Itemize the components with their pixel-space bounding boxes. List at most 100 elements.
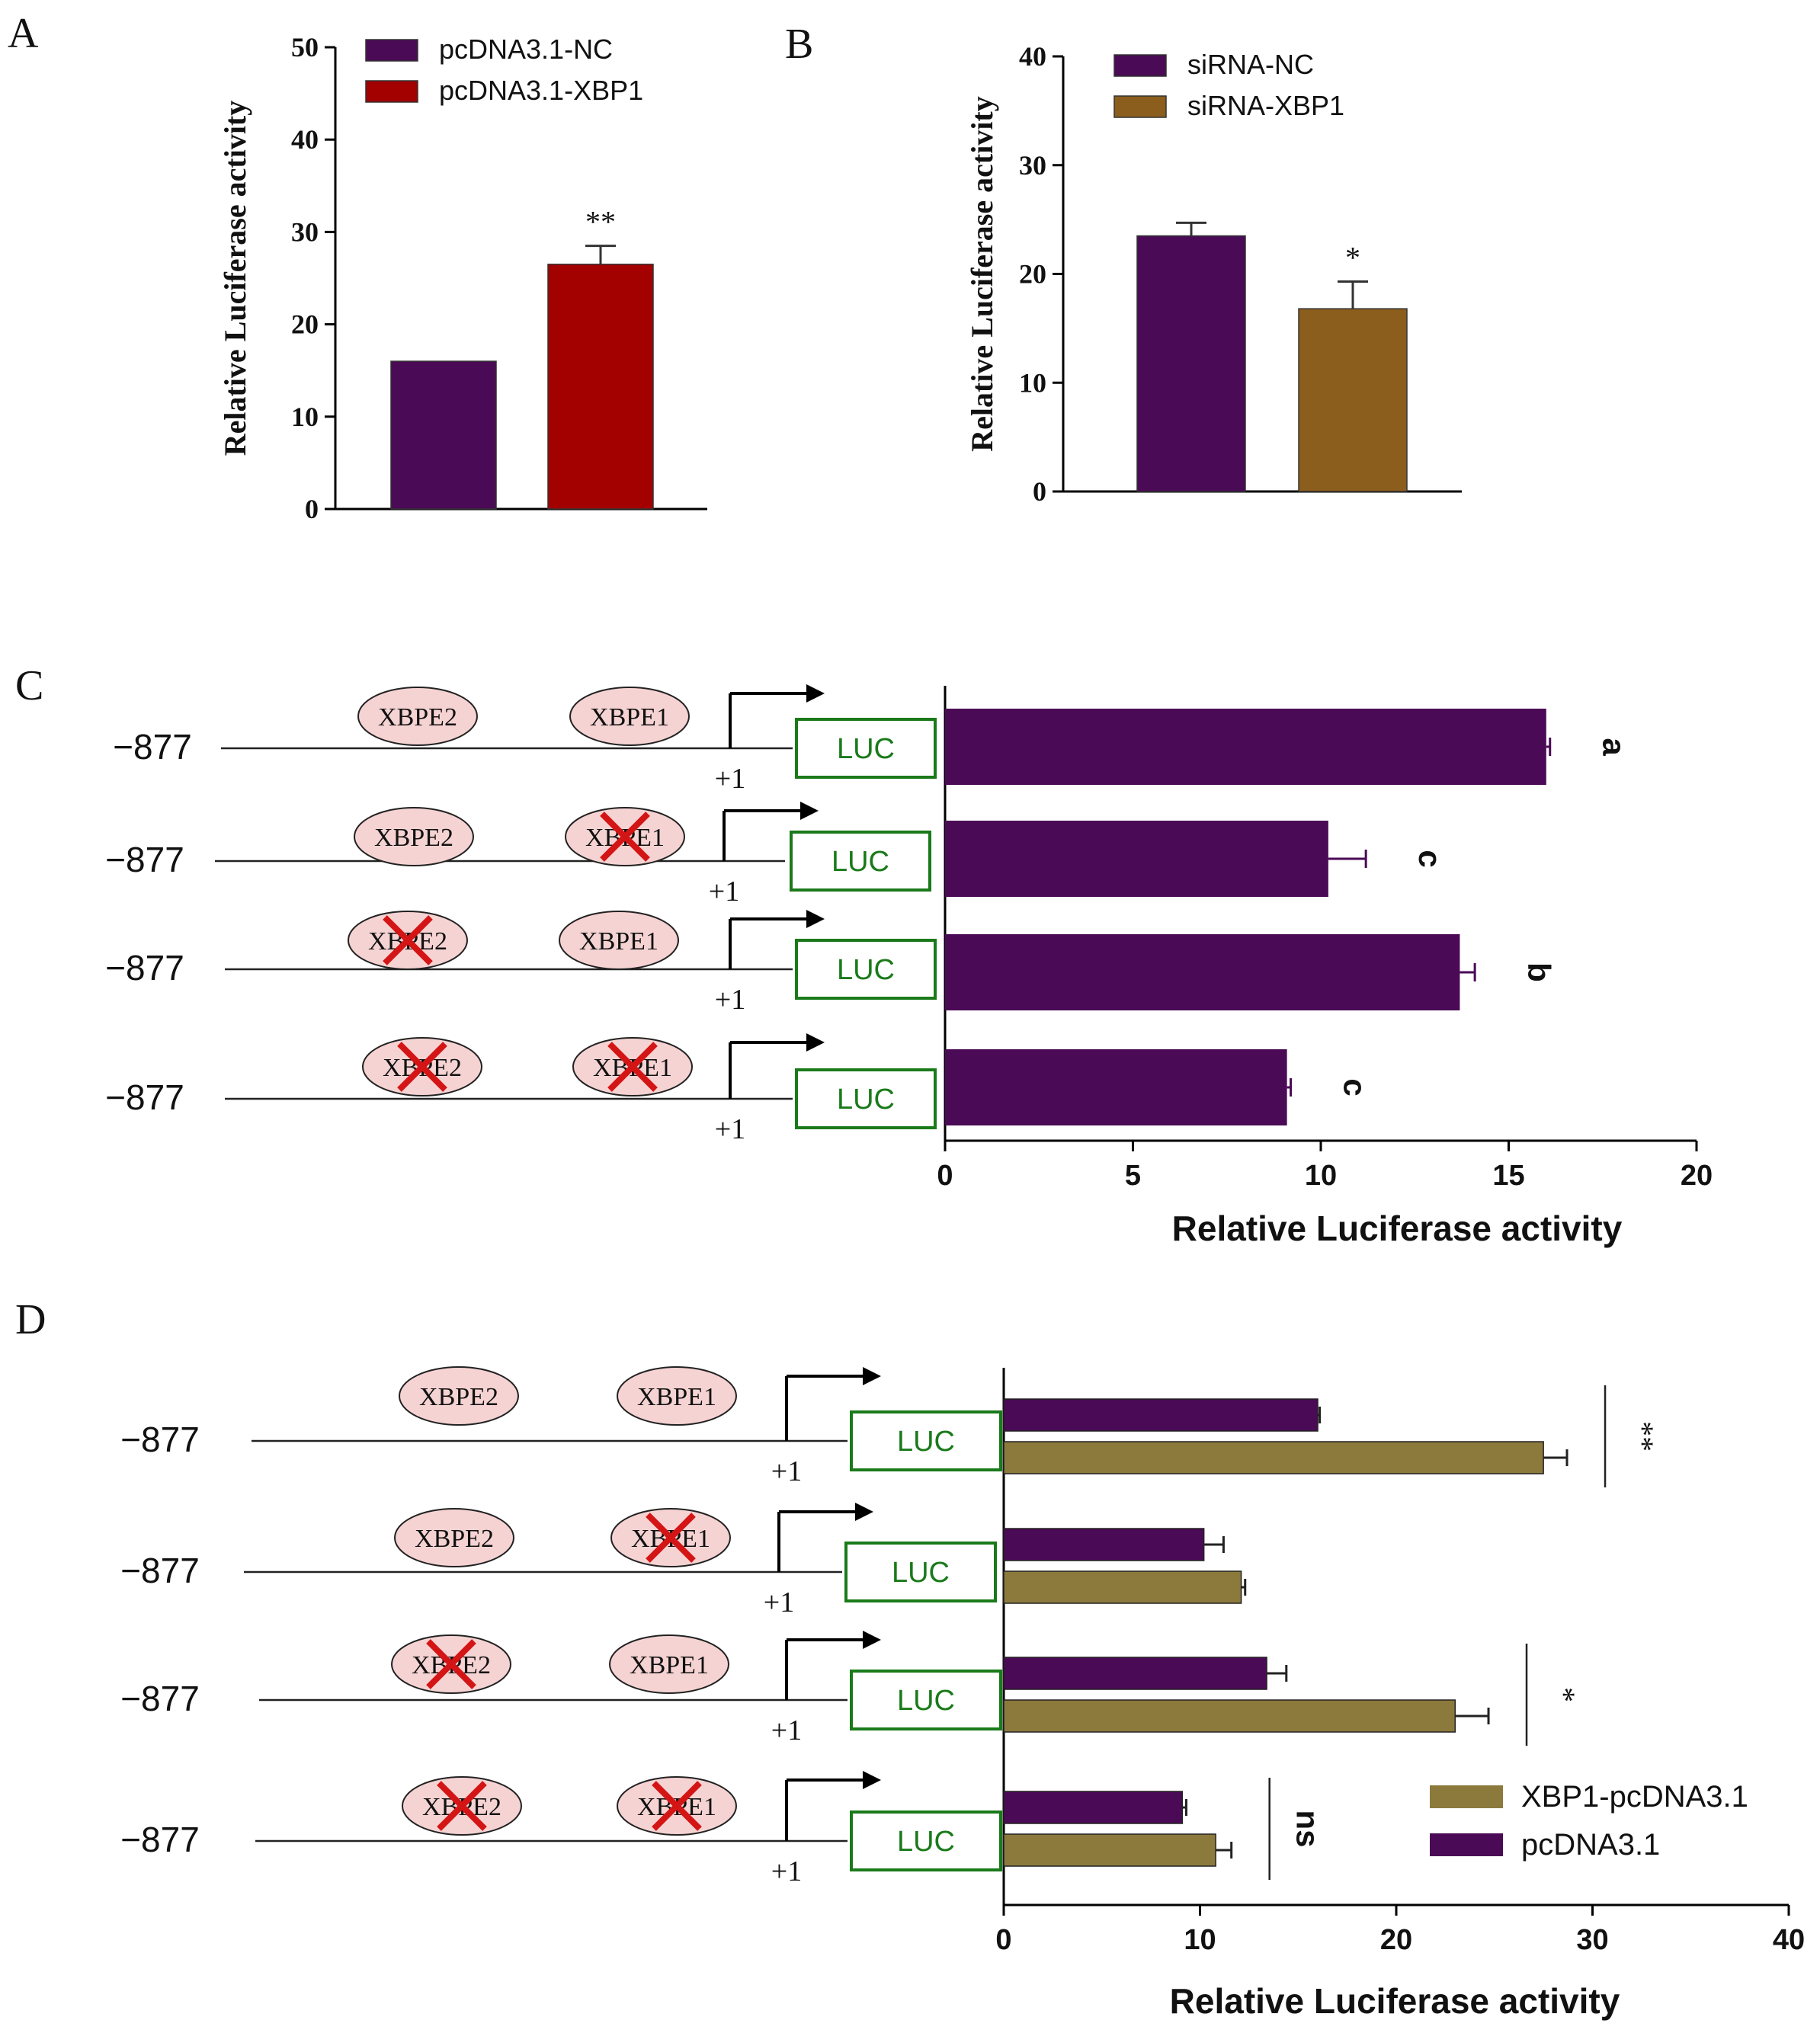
d-construct-1-coordinate: −877	[120, 1420, 200, 1459]
a-significance-2: **	[585, 205, 616, 239]
c-x-tick-label: 10	[1305, 1160, 1337, 1192]
b-y-tick-label: 0	[1033, 476, 1046, 507]
panel-letter-b: B	[785, 21, 813, 68]
d-x-tick-label: 0	[995, 1924, 1011, 1956]
c-construct-2-tss-label: +1	[709, 876, 739, 908]
b-bar-2	[1298, 308, 1408, 492]
c-construct-1-coordinate: −877	[113, 727, 192, 767]
b-y-axis-label: Relative Luciferase activity	[965, 96, 999, 452]
b-legend-swatch-1	[1113, 54, 1167, 77]
c-group-letter-1: a	[1597, 738, 1633, 756]
d-bar-3-2	[1003, 1699, 1456, 1733]
c-construct-2-xbpe1-mutation-cross	[600, 812, 650, 862]
a-y-tick-label: 0	[305, 494, 319, 524]
d-construct-3-coordinate: −877	[120, 1679, 200, 1718]
d-construct-1-tss-arrowhead	[863, 1367, 881, 1385]
d-construct-3-tss-label: +1	[771, 1714, 802, 1746]
d-significance-4: ns	[1290, 1810, 1326, 1847]
d-construct-4-luc-box	[850, 1810, 1002, 1871]
d-construct-4-tss-arrowhead	[863, 1771, 881, 1789]
d-construct-2-luc-label: LUC	[892, 1557, 950, 1589]
c-construct-2-coordinate: −877	[105, 840, 184, 879]
d-construct-2-xbpe1-mutation-cross	[646, 1513, 696, 1563]
c-construct-2-luc-label: LUC	[831, 846, 889, 878]
d-construct-4-xbpe2-mutation-cross	[437, 1781, 487, 1831]
c-construct-3-xbpe2-mutation-cross	[383, 915, 433, 965]
d-construct-1-xbpe1-ellipse	[617, 1366, 737, 1426]
c-construct-2-tss-arrowhead	[800, 802, 819, 820]
c-construct-3-luc-box	[795, 939, 937, 1000]
b-y-tick-label: 20	[1019, 259, 1046, 290]
a-y-tick-label: 30	[291, 216, 319, 247]
d-construct-3-xbpe1-label: XBPE1	[630, 1651, 709, 1679]
c-construct-1-luc-box	[795, 718, 937, 779]
d-legend-swatch-2	[1430, 1833, 1503, 1856]
c-construct-1-tss-arrowhead	[806, 684, 825, 703]
c-construct-3-xbpe1-ellipse	[559, 911, 679, 970]
b-y-tick-label: 10	[1019, 367, 1046, 398]
a-bar-1	[390, 360, 497, 510]
c-group-letter-3: b	[1521, 962, 1557, 982]
c-construct-1-tss-label: +1	[715, 763, 745, 795]
d-legend-label-2: pcDNA3.1	[1521, 1828, 1660, 1862]
panel-letter-a: A	[8, 10, 39, 57]
c-x-tick-label: 0	[937, 1160, 953, 1192]
d-bar-2-1	[1003, 1528, 1205, 1561]
d-legend-label-1: XBP1-pcDNA3.1	[1521, 1780, 1748, 1814]
c-construct-4-luc-label: LUC	[837, 1084, 895, 1116]
d-construct-1-xbpe2-ellipse	[399, 1366, 519, 1426]
b-y-tick-label: 30	[1019, 150, 1046, 181]
d-construct-1-xbpe1-label: XBPE1	[637, 1383, 716, 1411]
d-x-tick-label: 10	[1184, 1924, 1216, 1956]
d-legend-swatch-1	[1430, 1785, 1503, 1808]
d-construct-4-xbpe1-mutation-cross	[652, 1781, 702, 1831]
panel-a-chart: 0 10 20 30 40 50 Relative Luciferase activity *…	[218, 32, 707, 524]
d-significance-3: *	[1547, 1687, 1581, 1702]
a-y-tick-label: 50	[291, 32, 319, 62]
c-construct-3-xbpe1-label: XBPE1	[579, 927, 658, 956]
d-significance-1: **	[1626, 1421, 1660, 1452]
b-y-tick-label: 40	[1019, 41, 1046, 72]
c-x-tick-label: 15	[1492, 1160, 1524, 1192]
c-bar-1	[945, 709, 1546, 785]
d-construct-1: −877 XBPE2 XBPE1 +1 LUC	[120, 1366, 1002, 1487]
b-legend-label-2: siRNA-XBP1	[1187, 90, 1344, 121]
d-construct-1-luc-label: LUC	[897, 1426, 955, 1458]
c-construct-1-xbpe1-ellipse	[569, 687, 690, 746]
c-construct-3-luc-label: LUC	[837, 954, 895, 986]
d-bar-1-1	[1003, 1398, 1319, 1432]
a-bar-2	[547, 264, 654, 510]
d-construct-2-coordinate: −877	[120, 1551, 200, 1590]
b-significance-2: *	[1345, 240, 1360, 274]
c-construct-4-xbpe2-mutation-cross	[397, 1042, 447, 1092]
a-legend-label-2: pcDNA3.1-XBP1	[439, 75, 643, 106]
d-construct-1-tss-label: +1	[771, 1455, 802, 1487]
c-construct-1-xbpe2-label: XBPE2	[378, 703, 457, 732]
c-construct-4-tss-label: +1	[715, 1113, 745, 1145]
d-x-tick-label: 30	[1576, 1924, 1608, 1956]
c-construct-1-luc-label: LUC	[837, 733, 895, 765]
c-construct-4-luc-box	[795, 1068, 937, 1129]
panel-letter-c: C	[15, 662, 43, 709]
c-construct-4-tss-arrowhead	[806, 1033, 825, 1052]
c-bar-2	[945, 821, 1328, 897]
d-x-tick-label: 20	[1380, 1924, 1412, 1956]
c-construct-2-luc-box	[790, 831, 931, 892]
c-construct-3-tss-arrowhead	[806, 910, 825, 928]
d-construct-4-coordinate: −877	[120, 1820, 200, 1859]
a-y-tick-label: 40	[291, 124, 319, 155]
d-bar-4-2	[1003, 1833, 1216, 1867]
c-construct-1-xbpe2-ellipse	[357, 687, 478, 746]
d-construct-1-xbpe2-label: XBPE2	[419, 1383, 498, 1411]
a-legend-label-1: pcDNA3.1-NC	[439, 34, 613, 65]
a-y-tick-label: 10	[291, 402, 319, 432]
c-construct-3-tss-label: +1	[715, 984, 745, 1016]
d-bar-3-1	[1003, 1657, 1267, 1690]
d-construct-2-luc-box	[844, 1542, 997, 1602]
d-construct-4-tss-label: +1	[771, 1855, 802, 1887]
